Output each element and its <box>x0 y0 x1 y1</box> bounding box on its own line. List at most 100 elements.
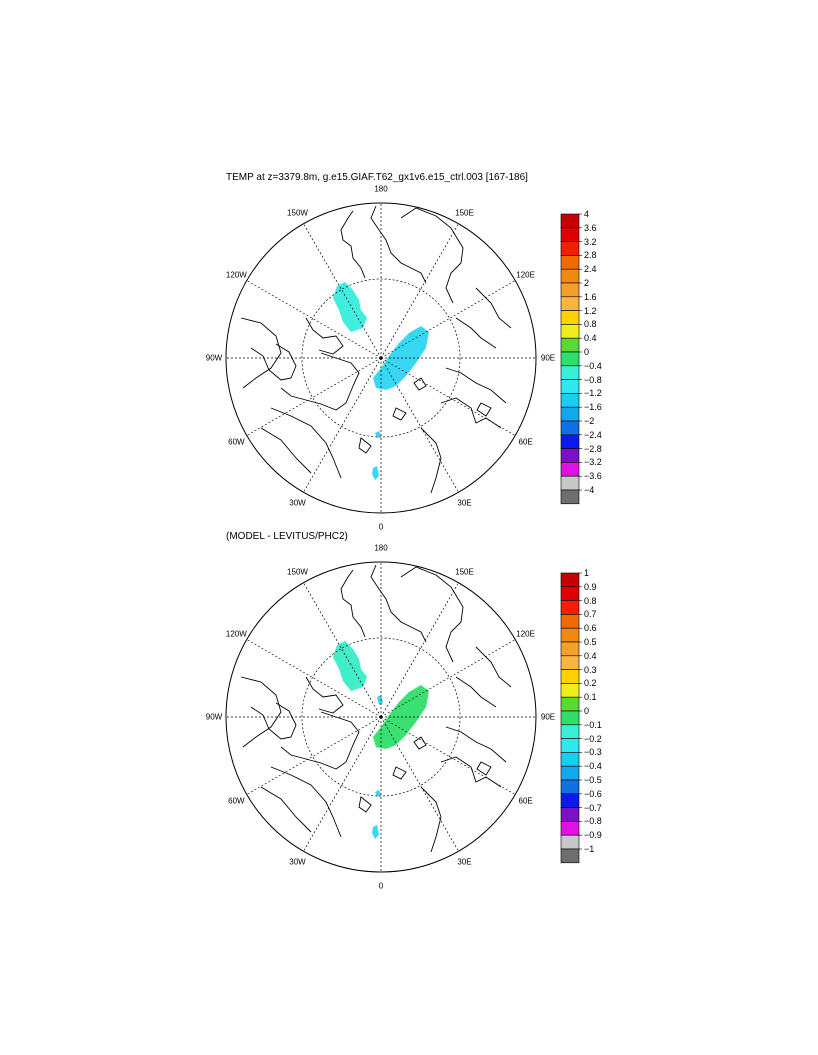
cb2-tick-label: 0.5 <box>584 637 597 647</box>
map1-coastline <box>440 397 502 429</box>
map2-coastline <box>280 711 360 770</box>
map1-meridian-line <box>303 357 382 493</box>
cb2-tick-label: 0.4 <box>584 650 597 661</box>
cb2-tick-label: −0.2 <box>584 733 602 744</box>
map2-coastline <box>400 566 464 663</box>
map2-coastline <box>476 761 492 776</box>
map1-lon-label: 30W <box>289 498 306 508</box>
polar-map-1 <box>225 202 537 514</box>
cb1-swatch <box>560 393 580 408</box>
cb1-tick-label: 0 <box>584 347 590 357</box>
map2-coastline <box>370 564 427 643</box>
map1-meridian-line <box>246 280 382 359</box>
cb2-swatch <box>560 807 580 822</box>
map2-coastline <box>455 676 497 708</box>
map2-meridian-line <box>380 716 516 795</box>
map1-latitude-circle <box>301 278 461 438</box>
cb1-swatch <box>560 296 580 311</box>
map1-lon-label: 150W <box>287 208 308 218</box>
map1-coastline <box>340 210 366 279</box>
cb2-swatch <box>560 572 580 588</box>
map1-coastline <box>260 427 312 474</box>
map2-lon-label: 90W <box>205 712 223 722</box>
cb1-tick-label: −1.2 <box>584 388 602 399</box>
map1-lon-label: 30E <box>457 498 472 508</box>
map1-coastline <box>250 343 297 381</box>
map2-data-patch <box>372 825 379 839</box>
cb1-swatch <box>560 475 580 491</box>
cb1-swatch <box>560 420 580 436</box>
map1-meridian-line <box>246 357 382 436</box>
map2-coastline <box>250 702 297 740</box>
map2-coastline <box>413 736 427 750</box>
cb2-swatch <box>560 669 580 684</box>
cb1-swatch <box>560 255 580 270</box>
cb1-swatch <box>560 365 580 380</box>
cb2-tick-label: −0.3 <box>584 747 602 758</box>
map1-coastline <box>358 437 372 454</box>
cb1-tick-label: −1.6 <box>584 402 602 413</box>
panel1-title: TEMP at z=3379.8m, g.e15.GIAF.T62_gx1v6.… <box>226 172 528 183</box>
map2-lon-label: 120E <box>516 629 535 638</box>
cb2-tick-label: 0.8 <box>584 595 597 606</box>
map2-meridian-line <box>380 716 459 852</box>
map2-meridian-line <box>380 582 459 718</box>
map1-data-patch <box>372 466 379 480</box>
cb1-tick-label: −0.4 <box>584 360 602 371</box>
cb2-tick-label: −0.1 <box>584 719 602 730</box>
map2-meridian-line <box>303 582 382 718</box>
cb1-tick-label: 0.4 <box>584 333 597 344</box>
map1-coastline <box>413 377 427 391</box>
colorbar-2 <box>560 572 582 864</box>
cb1-tick-label: −2.4 <box>584 429 602 440</box>
map1-coastline <box>476 402 492 417</box>
cb2-tick-label: 0.9 <box>584 581 597 592</box>
cb2-tick-label: −0.5 <box>584 775 602 785</box>
map2-lon-label: 0 <box>378 881 384 891</box>
map2-latitude-circle <box>301 637 461 797</box>
map2-lon-label: 150E <box>455 567 474 577</box>
map1-meridian-line <box>380 357 516 436</box>
map2-coastline <box>305 676 344 714</box>
map2-lon-label: 30E <box>457 857 472 867</box>
map1-lon-label: 120E <box>516 270 535 279</box>
map1-meridian-line <box>303 223 382 359</box>
cb2-tick-label: 0.2 <box>584 678 597 689</box>
map2-coastline <box>445 726 507 763</box>
map2-meridian-line <box>303 716 382 852</box>
cb2-tick-label: 1 <box>584 568 590 578</box>
cb1-tick-label: −3.2 <box>584 457 602 468</box>
cb1-swatch <box>560 310 580 325</box>
map2-coastline <box>340 569 366 638</box>
cb2-swatch <box>560 641 580 657</box>
cb1-tick-label: 2.4 <box>584 264 597 275</box>
cb1-tick-label: 2 <box>584 278 590 288</box>
map1-lon-label: 180 <box>374 184 388 194</box>
map2-coastline <box>260 786 312 833</box>
map1-coastline <box>280 352 360 411</box>
cb2-tick-label: 0 <box>584 706 590 716</box>
cb1-swatch <box>560 462 580 477</box>
polar-map-2 <box>225 561 537 873</box>
cb2-swatch <box>560 683 580 698</box>
cb1-swatch <box>560 406 580 422</box>
cb1-tick-label: 3.6 <box>584 222 597 233</box>
cb1-swatch <box>560 324 580 339</box>
cb2-swatch <box>560 655 580 670</box>
cb1-tick-label: −2 <box>584 416 595 426</box>
map1-lon-label: 120W <box>225 270 247 279</box>
cb2-tick-label: −1 <box>584 844 595 854</box>
cb2-swatch <box>560 614 580 629</box>
map2-lon-label: 180 <box>374 543 388 553</box>
cb1-swatch <box>560 227 580 242</box>
cb2-swatch <box>560 765 580 781</box>
cb1-swatch <box>560 282 580 298</box>
cb1-swatch <box>560 351 580 367</box>
cb1-swatch <box>560 379 580 394</box>
cb2-tick-label: −0.8 <box>584 816 602 827</box>
map1-meridian-line <box>380 280 516 359</box>
cb2-swatch <box>560 724 580 739</box>
map1-lon-label: 150E <box>455 208 474 218</box>
cb1-tick-label: −3.6 <box>584 471 602 482</box>
